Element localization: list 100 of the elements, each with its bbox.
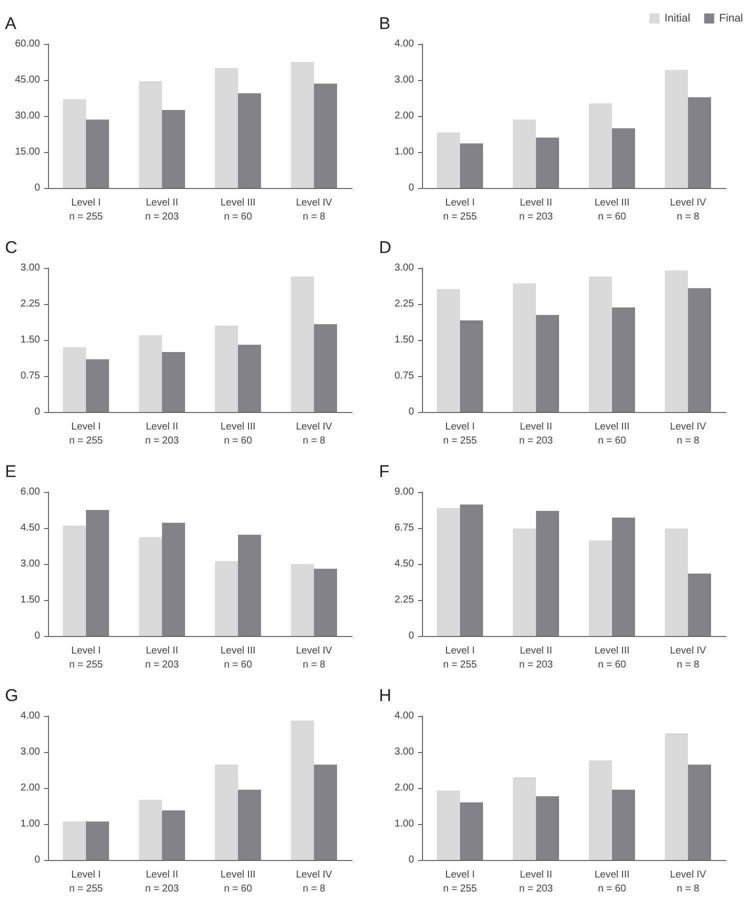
- legend-label: Final: [719, 12, 743, 24]
- bar: [612, 790, 635, 860]
- bar: [513, 120, 536, 188]
- bar: [314, 324, 337, 412]
- x-tick-label: Level I n = 255: [69, 422, 104, 446]
- bar: [665, 733, 688, 860]
- x-tick-label: Level III n = 60: [220, 422, 256, 446]
- bar: [238, 93, 261, 188]
- bar: [291, 720, 314, 860]
- x-tick-label: Level IV n = 8: [670, 646, 706, 670]
- y-tick-label: 3.00: [394, 746, 414, 758]
- chart-title: G: [5, 686, 18, 705]
- x-tick-label: Level III n = 60: [594, 870, 630, 894]
- y-tick-label: 6.00: [20, 486, 40, 498]
- x-tick-label: Level IV n = 8: [670, 870, 706, 894]
- y-tick-label: 15.00: [14, 146, 40, 158]
- bar: [215, 326, 238, 412]
- bar: [688, 97, 711, 188]
- bar: [589, 540, 612, 636]
- bar: [513, 528, 536, 636]
- bar: [238, 534, 261, 636]
- bar: [536, 138, 559, 188]
- bar: [460, 504, 483, 636]
- bar: [238, 790, 261, 860]
- bar: [86, 359, 109, 412]
- y-tick-label: 1.50: [394, 334, 414, 346]
- y-tick-label: 4.00: [20, 710, 40, 722]
- y-tick-label: 1.00: [394, 818, 414, 830]
- chart-title: H: [379, 686, 392, 705]
- y-tick-label: 4.50: [20, 522, 40, 534]
- x-tick-label: Level I n = 255: [69, 646, 104, 670]
- y-tick-label: 3.00: [394, 74, 414, 86]
- bar: [536, 796, 559, 860]
- bar: [291, 564, 314, 636]
- y-tick-label: 2.00: [394, 110, 414, 122]
- bar: [589, 276, 612, 412]
- bar: [665, 270, 688, 412]
- y-tick-label: 0.75: [394, 370, 414, 382]
- y-tick-label: 1.00: [394, 146, 414, 158]
- bar: [139, 537, 162, 636]
- chart-title: F: [379, 462, 390, 481]
- bar: [612, 518, 635, 636]
- y-tick-label: 9.00: [394, 486, 414, 498]
- y-tick-label: 3.00: [394, 262, 414, 274]
- bar: [63, 526, 86, 636]
- y-tick-label: 0: [408, 406, 414, 418]
- y-tick-label: 6.75: [394, 522, 414, 534]
- bar: [665, 528, 688, 636]
- bar: [139, 335, 162, 412]
- bar: [162, 522, 185, 636]
- bar: [63, 821, 86, 860]
- x-tick-label: Level IV n = 8: [296, 646, 332, 670]
- x-tick-label: Level I n = 255: [443, 422, 478, 446]
- bar: [139, 81, 162, 188]
- y-tick-label: 1.00: [20, 818, 40, 830]
- x-tick-label: Level III n = 60: [220, 198, 256, 222]
- bar: [513, 283, 536, 412]
- bar: [162, 352, 185, 412]
- y-tick-label: 3.00: [20, 262, 40, 274]
- y-tick-label: 0: [408, 630, 414, 642]
- bar: [291, 276, 314, 412]
- bar: [437, 132, 460, 188]
- bar: [688, 288, 711, 412]
- x-tick-label: Level II n = 203: [519, 870, 554, 894]
- x-tick-label: Level I n = 255: [69, 198, 104, 222]
- bar: [460, 143, 483, 188]
- bar: [513, 777, 536, 860]
- y-tick-label: 2.00: [394, 782, 414, 794]
- x-tick-label: Level IV n = 8: [296, 198, 332, 222]
- legend-label: Initial: [664, 12, 690, 24]
- y-tick-label: 60.00: [14, 38, 40, 50]
- bar: [291, 62, 314, 188]
- x-tick-label: Level III n = 60: [594, 646, 630, 670]
- bar: [437, 289, 460, 412]
- bar: [63, 347, 86, 412]
- bar: [688, 574, 711, 636]
- x-tick-label: Level IV n = 8: [296, 422, 332, 446]
- x-tick-label: Level I n = 255: [443, 646, 478, 670]
- bar: [162, 810, 185, 860]
- chart-title: D: [379, 238, 392, 257]
- bar: [589, 760, 612, 860]
- bar: [612, 128, 635, 188]
- x-tick-label: Level II n = 203: [145, 870, 180, 894]
- bar: [437, 790, 460, 860]
- bar: [238, 344, 261, 412]
- x-tick-label: Level III n = 60: [594, 422, 630, 446]
- y-tick-label: 4.00: [394, 38, 414, 50]
- bar: [215, 68, 238, 188]
- x-tick-label: Level II n = 203: [519, 422, 554, 446]
- y-tick-label: 0: [34, 406, 40, 418]
- chart-title: C: [5, 238, 18, 257]
- bar: [215, 764, 238, 860]
- y-tick-label: 0: [408, 182, 414, 194]
- chart-title: E: [5, 462, 16, 481]
- chart-title: A: [5, 14, 17, 33]
- bar: [460, 802, 483, 860]
- bar: [437, 508, 460, 636]
- y-tick-label: 0: [408, 854, 414, 866]
- bar: [665, 70, 688, 188]
- y-tick-label: 0: [34, 182, 40, 194]
